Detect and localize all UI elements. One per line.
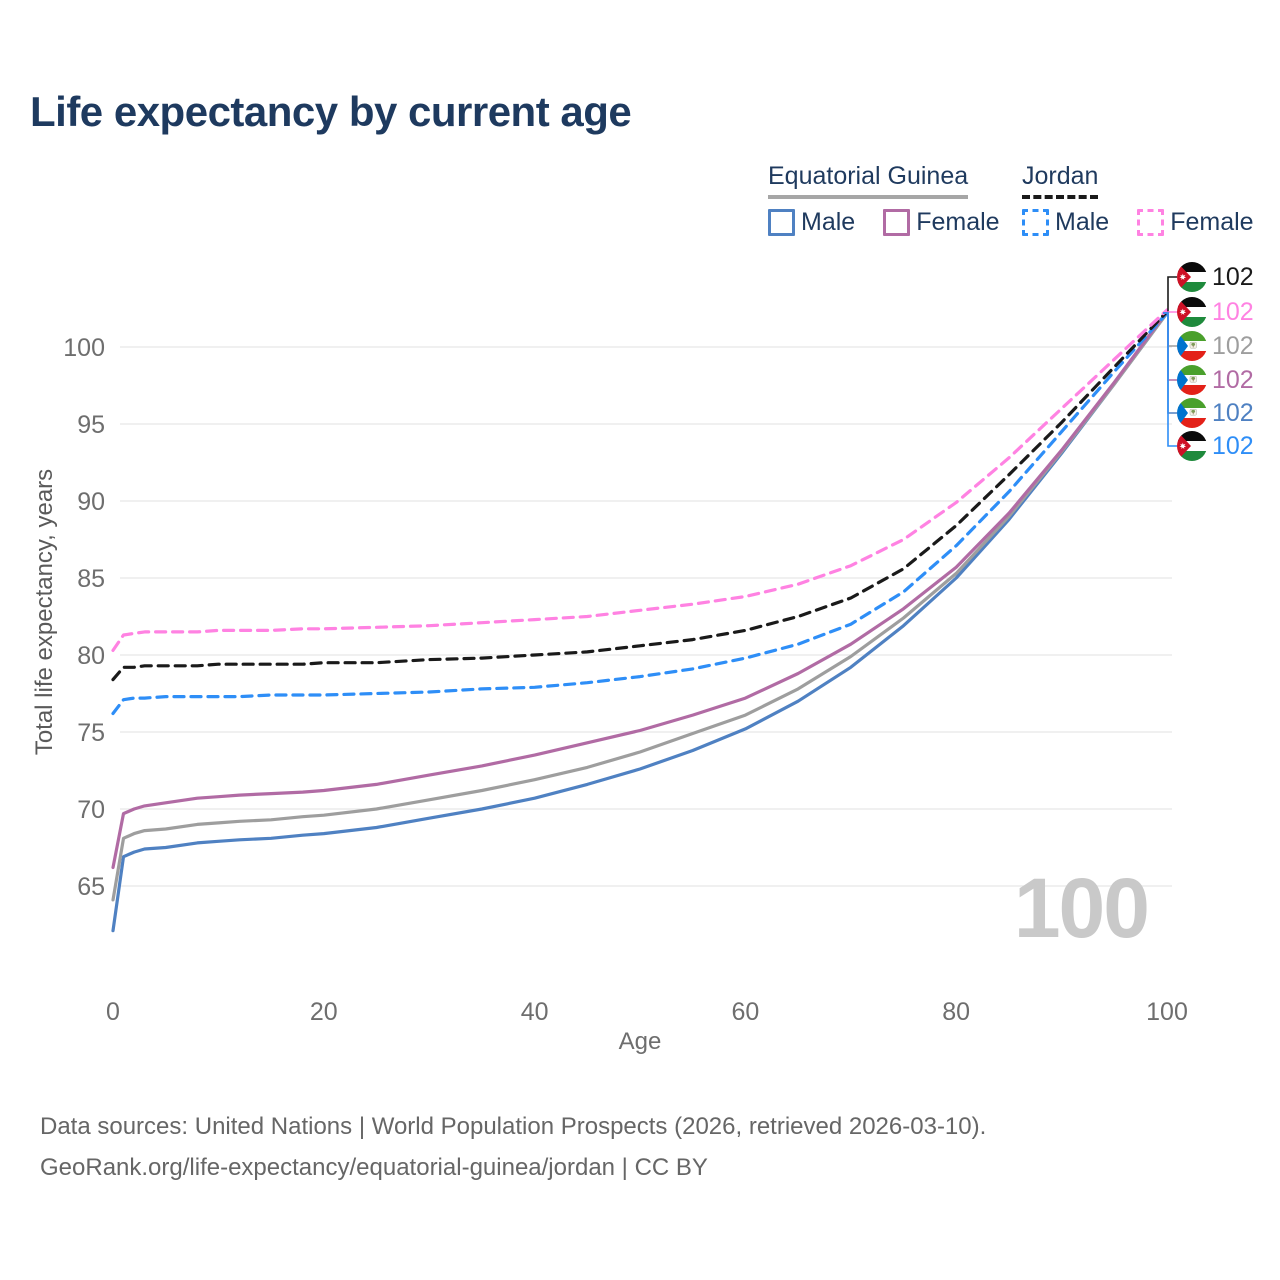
end-label-jordan-male: 102 [1177,429,1254,463]
x-tick-label: 20 [310,998,338,1026]
legend-group-jordan: Jordan Male Female [1022,162,1254,237]
y-tick-label: 75 [77,719,105,747]
y-tick-label: 90 [77,488,105,516]
end-label-value: 102 [1212,297,1254,326]
jordan-flag-icon [1177,262,1207,292]
source-url-text[interactable]: GeoRank.org/life-expectancy/equatorial-g… [40,1154,708,1181]
legend-item-eg-female[interactable]: Female [883,208,1000,237]
legend-country-equatorial-guinea[interactable]: Equatorial Guinea [768,162,969,199]
x-tick-label: 40 [521,998,549,1026]
y-tick-label: 95 [77,411,105,439]
series-line-jordan-female[interactable] [111,308,1169,653]
end-label-connector [1163,312,1177,447]
end-label-value: 102 [1212,398,1254,427]
legend-item-label: Male [801,208,856,236]
x-tick-label: 0 [106,998,120,1026]
equatorial-guinea-flag-icon [1177,365,1207,395]
y-tick-label: 70 [77,796,105,824]
end-label-connector [1163,312,1177,414]
end-label-value: 102 [1212,365,1254,394]
series-line-jordan-both-sexes[interactable] [111,310,1169,682]
x-axis-title: Age [618,1028,662,1055]
checkbox-icon [768,209,795,236]
legend-item-label: Female [1170,208,1254,236]
end-label-value: 102 [1212,431,1254,460]
end-label-value: 102 [1212,331,1254,360]
end-label-value: 102 [1212,262,1254,291]
jordan-flag-icon [1177,297,1207,327]
footer: Data sources: United Nations | World Pop… [40,1106,986,1188]
end-label-jordan-both-sexes: 102 [1177,260,1254,294]
y-tick-label: 65 [77,873,105,901]
checkbox-icon [1022,209,1049,236]
x-tick-label: 60 [731,998,759,1026]
series-line-equatorial-guinea-female[interactable] [111,310,1169,870]
series-line-equatorial-guinea-both-sexes[interactable] [111,311,1169,902]
series-line-equatorial-guinea-male[interactable] [111,311,1169,933]
series-line-jordan-male[interactable] [111,311,1169,716]
y-tick-label: 80 [77,642,105,670]
end-label-equatorial-guinea-male: 102 [1177,396,1254,430]
checkbox-icon [1137,209,1165,236]
y-tick-label: 85 [77,565,105,593]
end-label-connector [1163,276,1177,314]
equatorial-guinea-flag-icon [1177,398,1207,428]
data-sources-text: Data sources: United Nations | World Pop… [40,1113,987,1140]
jordan-flag-icon [1177,431,1207,461]
y-tick-label: 100 [63,334,105,362]
age-counter-watermark: 100 [1013,861,1150,955]
legend-item-eg-male[interactable]: Male [768,208,855,237]
legend-group-equatorial-guinea: Equatorial Guinea Male Female [768,162,1000,237]
end-label-equatorial-guinea-female: 102 [1177,363,1254,397]
legend-item-jordan-male[interactable]: Male [1022,208,1109,237]
x-tick-label: 80 [942,998,970,1026]
page-title: Life expectancy by current age [30,88,632,135]
legend-item-label: Female [916,208,1000,236]
legend-item-jordan-female[interactable]: Female [1137,208,1254,237]
legend-country-jordan[interactable]: Jordan [1022,162,1099,199]
equatorial-guinea-flag-icon [1177,331,1207,361]
x-tick-label: 100 [1146,998,1188,1026]
checkbox-icon [883,209,911,236]
y-axis-title: Total life expectancy, years [31,468,58,756]
legend-item-label: Male [1055,208,1110,236]
end-label-jordan-female: 102 [1177,295,1254,329]
end-label-equatorial-guinea-both-sexes: 102 [1177,329,1254,363]
